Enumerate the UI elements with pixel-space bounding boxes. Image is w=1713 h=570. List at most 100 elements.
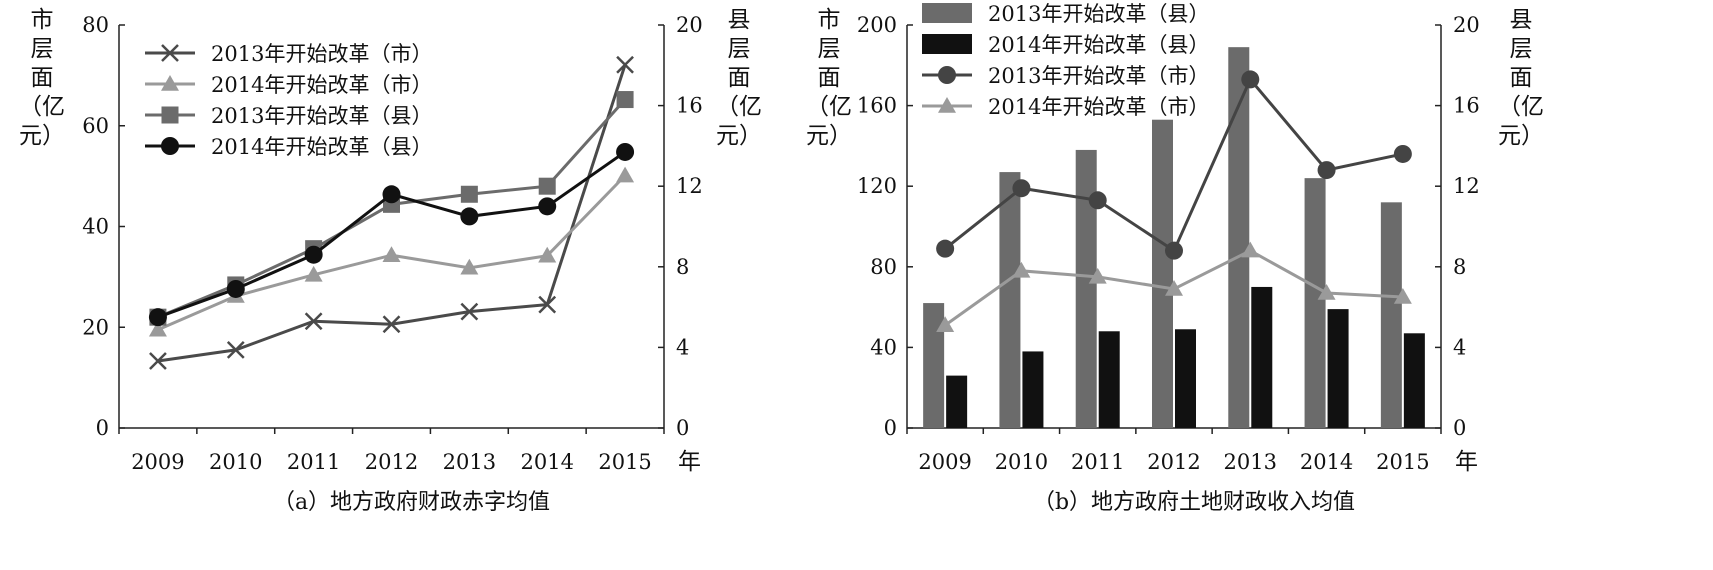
x-tick-label: 2012 — [1147, 450, 1200, 474]
data-point — [616, 166, 635, 183]
data-point — [382, 185, 401, 204]
bar-series-0 — [923, 47, 1402, 428]
data-point — [538, 246, 557, 263]
left-y-axis-title-part: （亿 — [806, 94, 852, 120]
bar — [1022, 351, 1044, 428]
data-point — [304, 312, 323, 331]
left-y-tick-label: 0 — [96, 416, 109, 440]
series-circle-right — [148, 142, 635, 327]
data-point — [149, 352, 167, 370]
left-y-axis-title-part: 元） — [19, 123, 65, 149]
legend-marker — [938, 66, 956, 84]
data-point — [538, 177, 556, 195]
data-point — [1317, 161, 1336, 180]
data-point — [538, 197, 557, 216]
right-y-tick-label: 20 — [676, 13, 703, 37]
left-y-axis-title-part: 面 — [31, 65, 54, 91]
legend-label: 2013年开始改革（市） — [988, 64, 1209, 88]
legend-entry: 2013年开始改革（市） — [922, 64, 1209, 88]
legend-entry: 2014年开始改革（县） — [922, 33, 1209, 57]
legend: 2013年开始改革（市） 2014年开始改革（市） 2013年开始改革（县） 2014… — [145, 42, 432, 159]
x-tick-label: 2009 — [918, 450, 971, 474]
left-y-axis-title-part: 市 — [31, 7, 54, 33]
left-y-tick-label: 160 — [857, 94, 897, 118]
bar — [946, 375, 968, 428]
series-circle-left — [936, 70, 1412, 260]
data-point — [538, 295, 557, 314]
x-tick-label: 2014 — [520, 450, 573, 474]
data-point — [304, 265, 323, 282]
x-tick-label: 2010 — [209, 450, 262, 474]
left-y-axis-title-part: 层 — [818, 36, 841, 62]
x-tick-label: 2009 — [131, 450, 184, 474]
data-point — [616, 142, 635, 161]
series-x-left — [149, 55, 634, 370]
left-y-tick-label: 60 — [82, 114, 109, 138]
right-y-axis-title-part: 县 — [728, 7, 751, 33]
data-point — [1165, 279, 1183, 296]
x-tick-label: 2012 — [365, 450, 418, 474]
bar — [1251, 286, 1273, 428]
x-tick-label: 2013 — [443, 450, 496, 474]
bar — [1175, 329, 1196, 428]
legend-marker — [938, 97, 956, 113]
right-y-tick-label: 4 — [1453, 335, 1466, 359]
left-y-tick-label: 120 — [857, 174, 897, 198]
left-y-axis-title-part: 层 — [31, 36, 54, 62]
bar — [1304, 178, 1326, 428]
left-y-tick-label: 20 — [82, 315, 109, 339]
panel-b-land-finance-chart: 0 40 80 120 160 200 0 4 8 12 16 20 2009 2010 2011 2012 2… — [806, 2, 1544, 515]
bar — [1075, 149, 1097, 428]
legend-label: 2013年开始改革（市） — [211, 42, 432, 66]
bar — [1152, 119, 1173, 428]
bar-series-1 — [946, 286, 1425, 428]
bar — [923, 303, 945, 428]
data-point — [1012, 179, 1031, 198]
data-point — [1241, 70, 1260, 89]
left-y-axis-title-part: 面 — [818, 65, 841, 91]
data-point — [1241, 241, 1260, 258]
legend-marker — [161, 44, 179, 62]
bar — [999, 172, 1021, 428]
bar — [1228, 47, 1250, 428]
data-point — [226, 341, 245, 359]
legend-label: 2014年开始改革（县） — [211, 135, 432, 159]
x-tick-label: 2011 — [1071, 450, 1124, 474]
legend-label: 2014年开始改革（市） — [988, 95, 1209, 119]
x-tick-label: 2010 — [995, 450, 1048, 474]
series-triangle-left — [936, 241, 1412, 332]
right-y-tick-label: 12 — [676, 174, 703, 198]
data-point — [1393, 288, 1412, 304]
x-tick-label: 2014 — [1300, 450, 1353, 474]
data-point — [1165, 241, 1183, 260]
x-tick-label: 2015 — [598, 450, 651, 474]
left-y-axis-title-part: （亿 — [19, 94, 65, 120]
legend: 2013年开始改革（县） 2014年开始改革（县） 2013年开始改革（市） 2014… — [922, 2, 1209, 119]
data-point — [460, 302, 479, 321]
legend-entry: 2014年开始改革（市） — [145, 73, 432, 97]
right-y-axis-title-part: 面 — [728, 65, 751, 91]
bar — [1327, 309, 1349, 428]
right-y-tick-label: 16 — [1453, 94, 1480, 118]
left-y-tick-label: 40 — [82, 215, 109, 239]
right-y-axis-title-part: 面 — [1510, 65, 1533, 91]
data-point — [148, 308, 167, 327]
right-y-tick-label: 4 — [676, 335, 689, 359]
data-point — [460, 207, 479, 226]
legend-marker — [161, 75, 179, 91]
x-axis-title: 年 — [1455, 449, 1478, 475]
legend-swatch — [922, 34, 972, 54]
data-point — [148, 320, 167, 337]
left-y-axis-title-part: 元） — [806, 123, 852, 149]
data-point — [936, 316, 955, 332]
right-y-axis-title-part: 元） — [1498, 123, 1544, 149]
legend-label: 2014年开始改革（县） — [988, 33, 1209, 57]
legend-marker — [161, 137, 179, 155]
x-axis-title: 年 — [678, 449, 701, 475]
x-tick-label: 2015 — [1376, 450, 1429, 474]
right-y-axis-title-part: （亿 — [1498, 94, 1544, 120]
x-tick-label: 2013 — [1224, 450, 1277, 474]
bar — [1098, 331, 1120, 428]
data-point — [1393, 144, 1412, 163]
legend-label: 2013年开始改革（县） — [211, 104, 432, 128]
